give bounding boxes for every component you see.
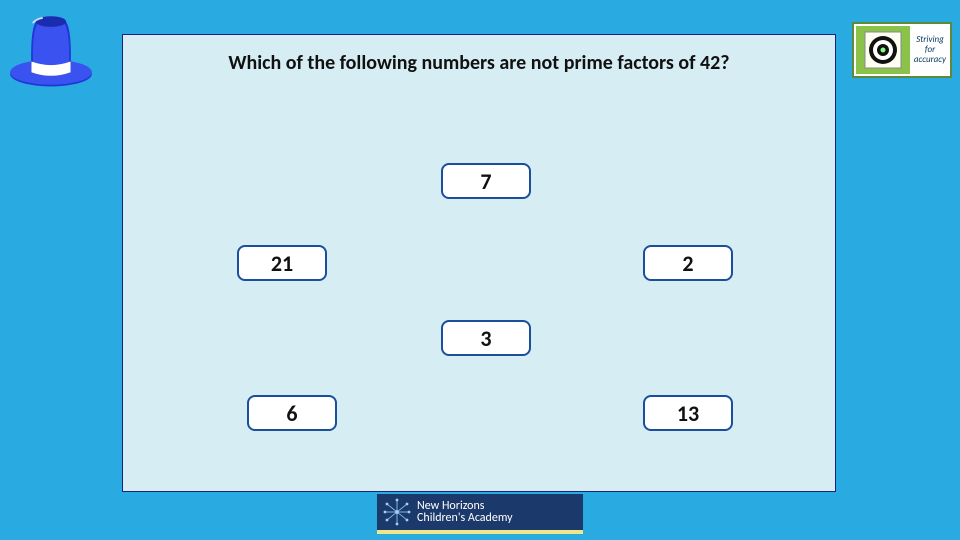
footer-logo: New Horizons Children's Academy — [377, 494, 583, 534]
footer-text: New Horizons Children's Academy — [417, 500, 513, 524]
target-icon — [856, 26, 910, 74]
option-2[interactable]: 2 — [643, 245, 733, 281]
footer-line2: Children's Academy — [417, 512, 513, 524]
spark-icon — [383, 498, 411, 526]
question-text: Which of the following numbers are not p… — [123, 51, 835, 75]
option-21[interactable]: 21 — [237, 245, 327, 281]
top-hat-icon — [6, 10, 96, 90]
option-3[interactable]: 3 — [441, 320, 531, 356]
quiz-card: Which of the following numbers are not p… — [122, 34, 836, 492]
option-6[interactable]: 6 — [247, 395, 337, 431]
option-7[interactable]: 7 — [441, 163, 531, 199]
option-13[interactable]: 13 — [643, 395, 733, 431]
accuracy-badge: Striving for accuracy — [852, 22, 952, 78]
badge-text: Striving for accuracy — [910, 35, 950, 65]
